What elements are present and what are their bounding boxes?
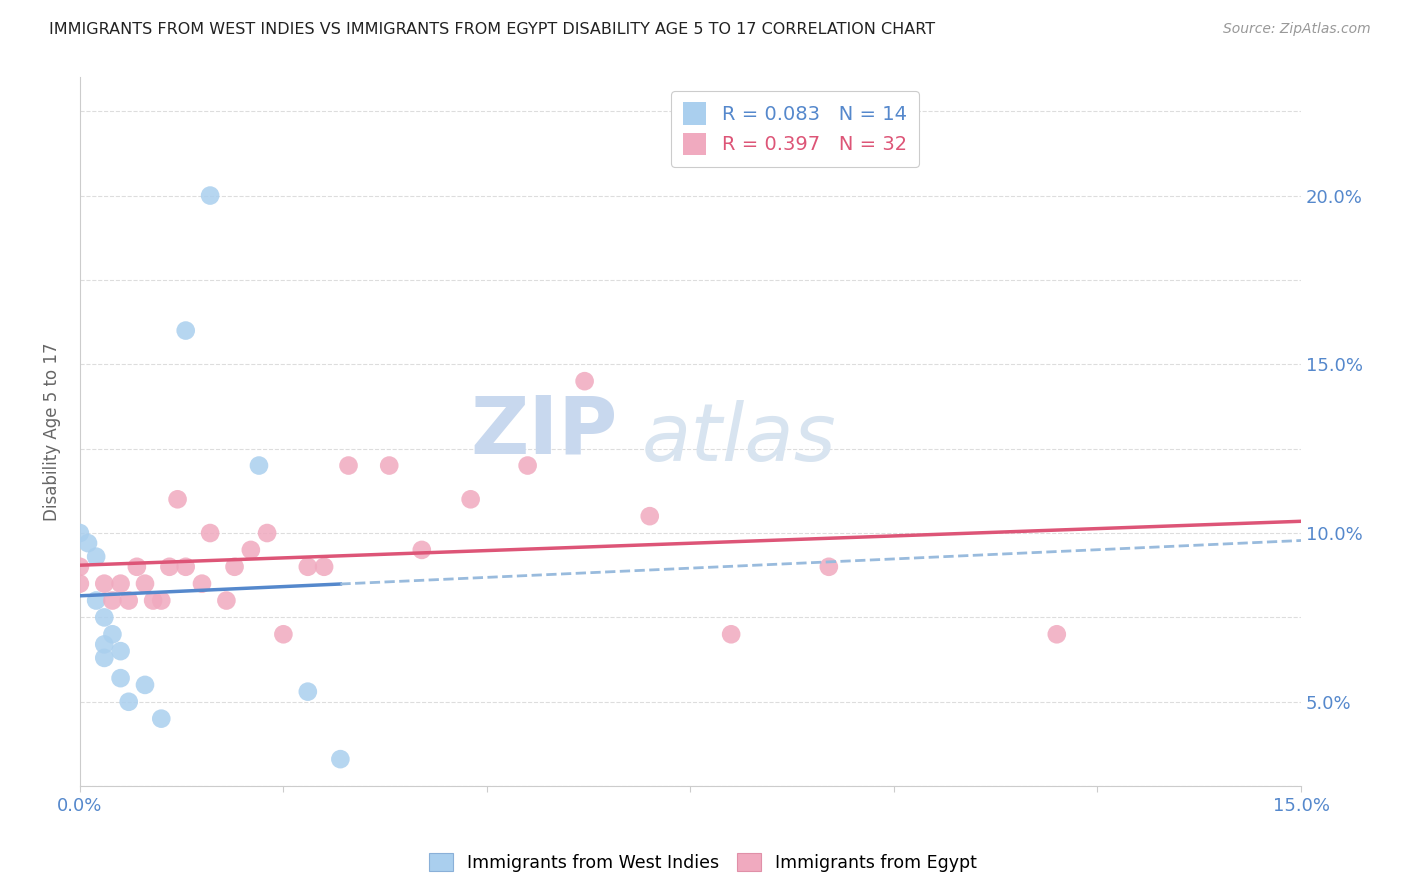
Point: [516, 458, 538, 473]
Point: [215, 593, 238, 607]
Point: [191, 576, 214, 591]
Point: [118, 593, 141, 607]
Point: [77, 536, 100, 550]
Legend: R = 0.083   N = 14, R = 0.397   N = 32: R = 0.083 N = 14, R = 0.397 N = 32: [672, 91, 920, 167]
Point: [84, 593, 107, 607]
Point: [93, 576, 115, 591]
Point: [378, 458, 401, 473]
Point: [134, 576, 156, 591]
Point: [93, 610, 115, 624]
Point: [314, 559, 336, 574]
Point: [93, 637, 115, 651]
Point: [174, 559, 197, 574]
Point: [110, 671, 132, 685]
Point: [174, 324, 197, 338]
Point: [224, 559, 246, 574]
Point: [411, 542, 433, 557]
Point: [101, 627, 124, 641]
Point: [150, 593, 173, 607]
Point: [157, 559, 180, 574]
Point: [110, 576, 132, 591]
Point: [720, 627, 742, 641]
Text: ZIP: ZIP: [470, 392, 617, 471]
Text: Source: ZipAtlas.com: Source: ZipAtlas.com: [1223, 22, 1371, 37]
Point: [69, 526, 91, 541]
Point: [118, 695, 141, 709]
Point: [297, 559, 319, 574]
Point: [142, 593, 165, 607]
Point: [460, 492, 482, 507]
Point: [574, 374, 596, 388]
Point: [329, 752, 352, 766]
Point: [101, 593, 124, 607]
Point: [110, 644, 132, 658]
Point: [69, 559, 91, 574]
Point: [93, 651, 115, 665]
Point: [125, 559, 148, 574]
Point: [84, 549, 107, 564]
Point: [256, 526, 278, 541]
Point: [69, 576, 91, 591]
Point: [1046, 627, 1069, 641]
Point: [150, 712, 173, 726]
Point: [198, 188, 221, 202]
Point: [198, 526, 221, 541]
Point: [638, 509, 661, 524]
Point: [239, 542, 262, 557]
Point: [297, 684, 319, 698]
Point: [337, 458, 360, 473]
Point: [273, 627, 295, 641]
Point: [818, 559, 841, 574]
Point: [166, 492, 188, 507]
Legend: Immigrants from West Indies, Immigrants from Egypt: Immigrants from West Indies, Immigrants …: [422, 847, 984, 879]
Text: atlas: atlas: [641, 400, 837, 478]
Y-axis label: Disability Age 5 to 17: Disability Age 5 to 17: [44, 343, 60, 521]
Point: [247, 458, 270, 473]
Point: [134, 678, 156, 692]
Text: IMMIGRANTS FROM WEST INDIES VS IMMIGRANTS FROM EGYPT DISABILITY AGE 5 TO 17 CORR: IMMIGRANTS FROM WEST INDIES VS IMMIGRANT…: [49, 22, 935, 37]
